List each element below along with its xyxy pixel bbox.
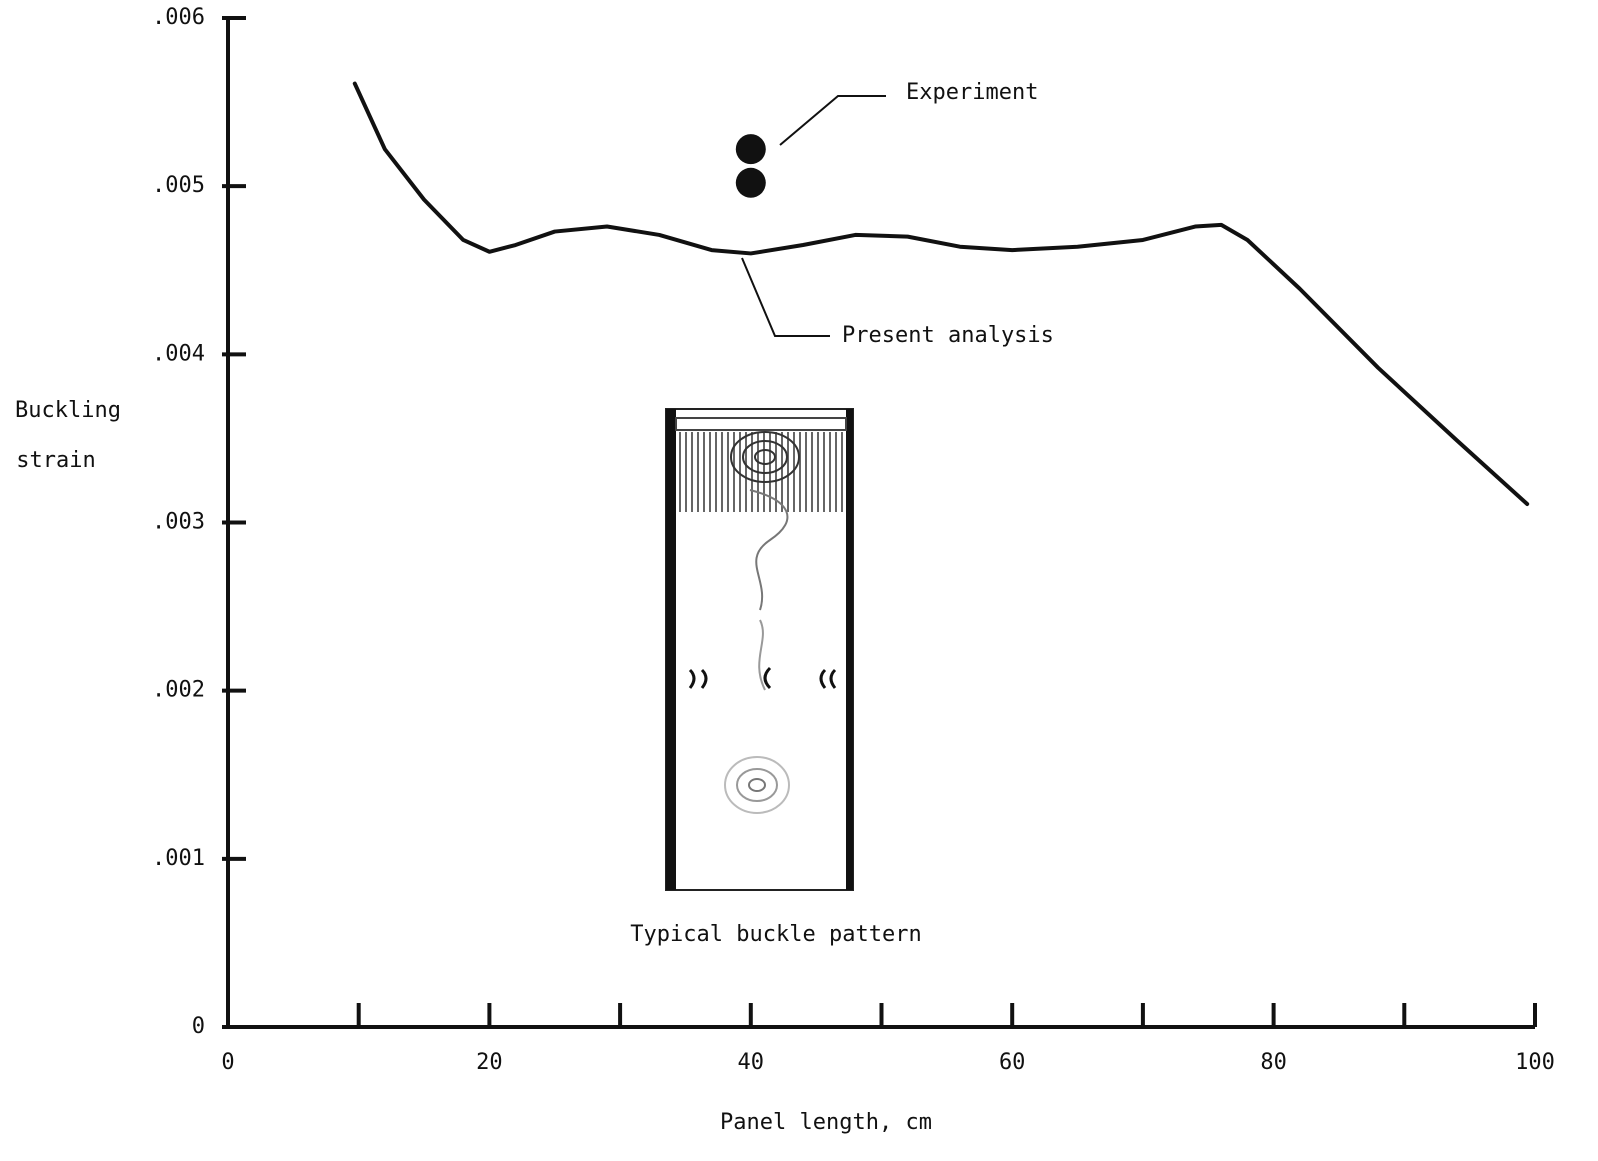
- x-tick-label: 80: [1260, 1050, 1287, 1075]
- x-tick-label: 0: [221, 1050, 234, 1075]
- leader-line: [741, 257, 830, 337]
- y-tick-label: .002: [152, 678, 205, 703]
- y-tick-label: .001: [152, 846, 205, 871]
- y-tick-label: .005: [152, 173, 205, 198]
- x-tick-label: 100: [1515, 1050, 1555, 1075]
- y-tick-label: .004: [152, 341, 205, 366]
- inset-buckle-pattern: [665, 408, 854, 891]
- x-tick-label: 60: [999, 1050, 1026, 1075]
- y-axis-label: strain: [16, 448, 95, 473]
- leader-line: [779, 95, 886, 146]
- experiment-point: [735, 167, 766, 198]
- experiment-point: [735, 134, 766, 165]
- x-tick-label: 20: [476, 1050, 503, 1075]
- inset-caption: Typical buckle pattern: [630, 922, 921, 947]
- y-tick-label: 0: [192, 1014, 205, 1039]
- x-axis-label: Panel length, cm: [720, 1110, 932, 1135]
- series-label: Present analysis: [842, 323, 1054, 348]
- y-axis-label: Buckling: [15, 398, 121, 423]
- y-tick-label: .006: [152, 5, 205, 30]
- y-tick-label: .003: [152, 510, 205, 535]
- series-label: Experiment: [906, 80, 1038, 105]
- analysis-curve: [352, 81, 1530, 507]
- x-tick-label: 40: [738, 1050, 765, 1075]
